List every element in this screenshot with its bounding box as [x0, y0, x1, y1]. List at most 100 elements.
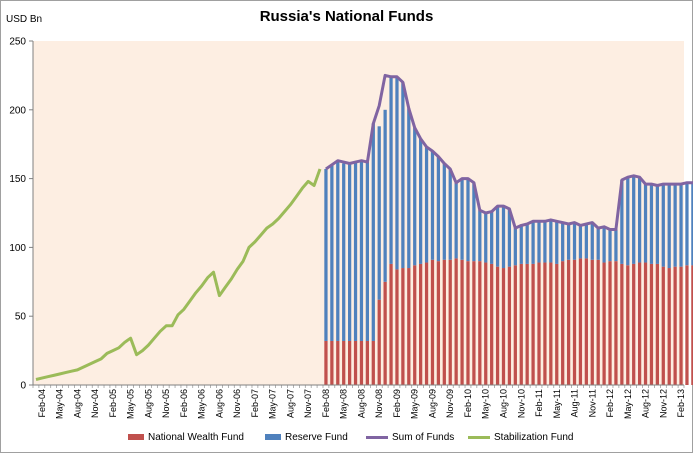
bar-reserve-fund — [371, 123, 375, 341]
bar-national-wealth-fund — [436, 261, 441, 385]
bar-reserve-fund — [330, 164, 334, 341]
bar-national-wealth-fund — [543, 262, 547, 385]
bar-national-wealth-fund — [626, 265, 630, 385]
bar-reserve-fund — [661, 184, 665, 267]
bar-national-wealth-fund — [596, 259, 600, 385]
bar-national-wealth-fund — [637, 262, 642, 385]
bar-national-wealth-fund — [608, 261, 612, 385]
bar-national-wealth-fund — [685, 265, 689, 385]
bar-national-wealth-fund — [407, 268, 411, 385]
bar-national-wealth-fund — [371, 340, 375, 385]
x-tick-label: Feb-05 — [108, 389, 118, 418]
x-tick-label: Nov-04 — [90, 389, 100, 418]
y-tick-label: 100 — [9, 243, 26, 254]
bar-national-wealth-fund — [501, 268, 506, 385]
x-tick-label: Aug-07 — [285, 389, 295, 418]
x-tick-label: Aug-09 — [428, 389, 438, 418]
x-tick-label: Feb-12 — [605, 389, 615, 418]
bar-national-wealth-fund — [525, 263, 529, 385]
bar-reserve-fund — [549, 219, 553, 263]
bar-reserve-fund — [620, 179, 624, 264]
bar-reserve-fund — [336, 160, 340, 341]
x-tick-label: Aug-06 — [214, 389, 224, 418]
bar-reserve-fund — [347, 163, 352, 341]
y-tick-label: 200 — [9, 105, 26, 116]
bar-national-wealth-fund — [466, 261, 470, 385]
x-tick-label: Nov-05 — [161, 389, 171, 418]
bar-reserve-fund — [389, 76, 393, 264]
bar-reserve-fund — [679, 184, 683, 267]
chart-title: Russia's National Funds — [259, 8, 434, 25]
bar-reserve-fund — [685, 182, 689, 266]
bar-national-wealth-fund — [359, 340, 364, 385]
bar-reserve-fund — [430, 151, 435, 260]
x-tick-label: Nov-08 — [374, 389, 384, 418]
bar-reserve-fund — [590, 222, 594, 260]
bar-national-wealth-fund — [419, 263, 423, 385]
bar-reserve-fund — [561, 222, 565, 262]
legend-item-stabilization-fund: Stabilization Fund — [468, 429, 574, 445]
x-tick-label: Feb-09 — [392, 389, 402, 418]
bar-reserve-fund — [667, 184, 671, 269]
bar-reserve-fund — [643, 184, 648, 263]
legend-label-reserve-fund: Reserve Fund — [285, 431, 348, 443]
x-tick-label: May-07 — [268, 389, 278, 419]
bar-national-wealth-fund — [478, 261, 482, 385]
bar-reserve-fund — [460, 178, 464, 260]
bar-national-wealth-fund — [661, 266, 665, 385]
bar-national-wealth-fund — [590, 259, 594, 385]
bar-national-wealth-fund — [549, 262, 553, 385]
legend-item-national-wealth-fund: National Wealth Fund — [128, 429, 244, 445]
bar-national-wealth-fund — [614, 261, 618, 385]
bar-national-wealth-fund — [566, 259, 571, 385]
bar-national-wealth-fund — [602, 262, 606, 385]
bar-national-wealth-fund — [495, 266, 500, 385]
bar-reserve-fund — [490, 211, 494, 264]
bar-national-wealth-fund — [324, 340, 328, 385]
bar-reserve-fund — [454, 182, 458, 259]
bar-national-wealth-fund — [342, 340, 346, 385]
x-tick-label: May-04 — [55, 389, 65, 419]
bar-national-wealth-fund — [691, 265, 693, 385]
x-tick-label: Nov-07 — [303, 389, 313, 418]
bar-reserve-fund — [691, 182, 693, 266]
x-tick-label: Feb-07 — [250, 389, 260, 418]
x-tick-label: Aug-04 — [72, 389, 82, 418]
bar-reserve-fund — [537, 221, 541, 263]
legend-label-stabilization-fund: Stabilization Fund — [494, 431, 574, 443]
x-tick-label: May-08 — [339, 389, 349, 419]
bar-reserve-fund — [353, 162, 358, 341]
bar-reserve-fund — [596, 228, 600, 260]
bar-national-wealth-fund — [620, 263, 624, 385]
bar-reserve-fund — [614, 229, 618, 262]
x-tick-label: Aug-08 — [357, 389, 367, 418]
x-tick-label: May-11 — [552, 389, 562, 418]
x-tick-label: Aug-10 — [499, 389, 509, 418]
line-stabilization-fund — [35, 168, 322, 381]
bar-reserve-fund — [555, 221, 559, 264]
bar-national-wealth-fund — [442, 259, 446, 385]
bar-reserve-fund — [655, 185, 659, 264]
y-axis-unit-label: USD Bn — [6, 14, 43, 25]
x-tick-label: Nov-06 — [232, 389, 242, 418]
bar-reserve-fund — [377, 126, 381, 300]
bar-national-wealth-fund — [424, 262, 429, 385]
x-tick-label: May-06 — [197, 389, 207, 419]
bar-national-wealth-fund — [531, 263, 535, 385]
x-tick-label: May-09 — [410, 389, 420, 419]
x-tick-label: Nov-10 — [516, 389, 526, 418]
bar-reserve-fund — [495, 206, 500, 267]
bar-national-wealth-fund — [490, 263, 494, 385]
bar-national-wealth-fund — [454, 258, 458, 385]
bar-national-wealth-fund — [353, 340, 358, 385]
bar-reserve-fund — [608, 229, 612, 262]
y-tick-label: 250 — [9, 37, 26, 48]
bar-reserve-fund — [359, 160, 364, 341]
bar-reserve-fund — [419, 138, 423, 264]
bar-national-wealth-fund — [555, 263, 559, 385]
bar-national-wealth-fund — [561, 261, 565, 385]
bar-national-wealth-fund — [472, 261, 476, 385]
legend-label-national-wealth-fund: National Wealth Fund — [148, 431, 244, 443]
x-tick-label: Nov-09 — [445, 389, 455, 418]
bar-reserve-fund — [407, 108, 411, 269]
